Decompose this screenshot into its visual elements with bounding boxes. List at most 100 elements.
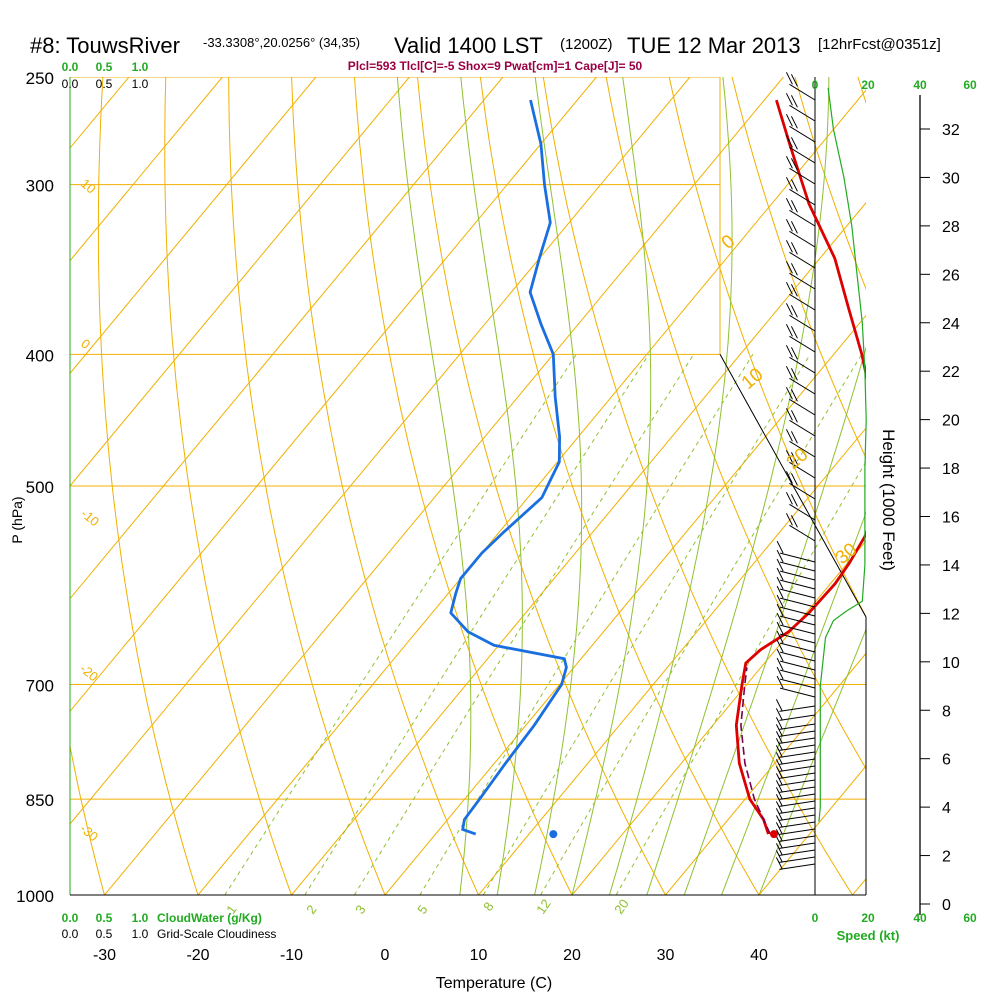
wind-barb-staff (779, 642, 816, 653)
speed-tick-bottom: 40 (913, 911, 927, 925)
dry-adiabat (70, 743, 106, 895)
speed-tick-bottom: 20 (861, 911, 875, 925)
frame-diagonal (719, 354, 867, 895)
indices-line: Plcl=593 Tlcl[C]=-5 Shox=9 Pwat[cm]=1 Ca… (348, 59, 643, 73)
wind-barb-staff (779, 624, 816, 635)
wind-barb-staff (779, 849, 816, 856)
wind-barb-staff (779, 814, 816, 821)
isotherm-line (291, 202, 866, 895)
wind-barb-feather (785, 261, 793, 274)
wind-barb-staff (779, 744, 816, 751)
height-tick-label: 32 (942, 122, 960, 139)
wind-barb-feather (785, 240, 793, 253)
height-tick-label: 18 (942, 461, 960, 478)
isotherm-line (852, 877, 866, 895)
wind-barb-feather (776, 621, 784, 635)
wind-barb-staff (789, 314, 816, 332)
dry-adiabat (228, 77, 386, 895)
height-tick-label: 10 (942, 655, 960, 672)
wind-barb-feather (785, 366, 793, 379)
cloudwater-tick-bottom: 0.5 (96, 911, 113, 925)
y-tick-label: 1000 (16, 887, 54, 906)
isotherm-line (70, 77, 691, 825)
dry-adiabat (416, 77, 667, 895)
wind-barb-feather (775, 708, 783, 721)
cloudiness-tick-top: 1.0 (132, 77, 149, 91)
y-tick-label: 850 (26, 791, 54, 810)
wind-barb-feather (775, 787, 783, 800)
dry-adiabat-label: 30 (832, 539, 862, 569)
wind-barb-staff (779, 828, 816, 835)
wind-barb-feather (790, 389, 798, 402)
wind-barb-feather (790, 326, 798, 339)
speed-tick-top: 0 (812, 78, 819, 92)
height-tick-label: 22 (942, 364, 960, 381)
x-tick-label: 10 (470, 947, 488, 964)
wind-barb-feather (785, 387, 793, 400)
wind-barb-feather (790, 221, 798, 234)
wind-barb-feather (790, 305, 798, 318)
dry-adiabat (291, 77, 480, 895)
dry-adiabat (975, 53, 1000, 924)
axes: -30 -20 -10 0 10 20 30 402503004005007008501000… (16, 60, 977, 964)
wind-barb-feather (775, 836, 783, 849)
isotherm-label: -10 (78, 506, 102, 530)
wind-barb-feather (785, 471, 793, 484)
moist-adiabat (683, 346, 866, 895)
wind-barb-staff (779, 597, 816, 608)
isotherm-line (70, 77, 410, 487)
height-tick-label: 6 (942, 752, 951, 769)
wind-barb-staff (779, 786, 816, 793)
wind-barb-staff (779, 651, 816, 662)
dry-adiabat (353, 77, 573, 895)
cloudiness-tick-top: 0.0 (62, 77, 79, 91)
x-tick-label: 30 (657, 947, 675, 964)
wind-barb-staff (779, 856, 816, 863)
moist-adiabat (758, 628, 866, 895)
dry-adiabat-label: 0 (718, 231, 740, 254)
isotherm-line (384, 314, 866, 895)
speed-tick-top: 20 (861, 78, 875, 92)
height-tick-label: 30 (942, 170, 960, 187)
wind-barb-feather (775, 717, 783, 730)
wind-barb-staff (779, 730, 816, 737)
x-tick-label: -10 (280, 947, 303, 964)
height-tick-label: 2 (942, 849, 951, 866)
wind-barb-staff (779, 842, 816, 849)
wind-barb-feather (790, 431, 798, 444)
wind-barb-staff (789, 146, 816, 164)
y-tick-label: 250 (26, 69, 54, 88)
wind-barb-feather (785, 324, 793, 337)
wind-barb-feather (785, 198, 793, 211)
wind-barb-feather (775, 752, 783, 765)
wind-barb-feather (785, 114, 793, 127)
wind-barb-staff (779, 779, 816, 786)
x-tick-label: 0 (381, 947, 390, 964)
isotherm-line (70, 77, 317, 375)
valid-time: Valid 1400 LST (394, 33, 543, 58)
wind-barb-feather (790, 410, 798, 423)
wind-barb-staff (779, 678, 816, 689)
height-tick-label: 28 (942, 219, 960, 236)
isotherm-line (197, 89, 866, 895)
isotherm-label: -20 (77, 661, 101, 685)
height-tick-label: 24 (942, 316, 960, 333)
cloudwater-tick-top: 0.0 (62, 60, 79, 74)
wind-barb-feather (776, 558, 784, 572)
x-axis-title: Temperature (C) (436, 975, 552, 992)
mixing-ratio-label: 3 (352, 902, 368, 917)
moist-adiabat (646, 77, 830, 895)
mixing-ratio-label: 8 (480, 899, 496, 914)
wind-barb-feather (775, 724, 783, 737)
wind-barb-feather (790, 158, 798, 171)
speed-line (818, 87, 867, 822)
wind-barb-feather (790, 95, 798, 108)
wind-barb-feather (785, 72, 793, 85)
wind-barb-feather (785, 282, 793, 295)
isotherm-label: -30 (77, 821, 101, 845)
wind-barb-feather (775, 745, 783, 758)
wind-barb-staff (779, 615, 816, 626)
wind-barb-feather (775, 808, 783, 821)
dry-adiabat-label: 20 (783, 444, 813, 474)
